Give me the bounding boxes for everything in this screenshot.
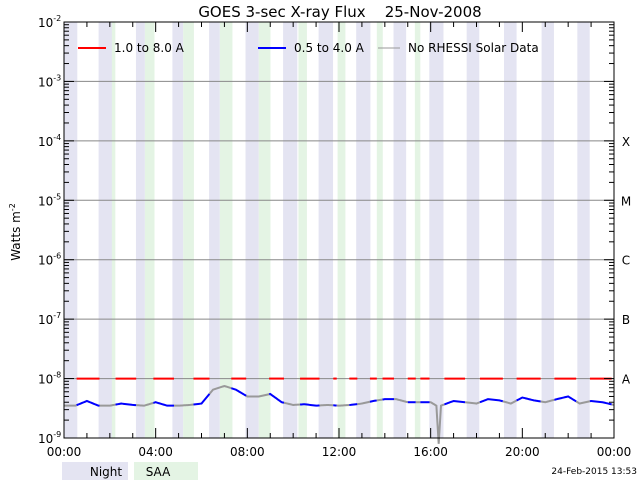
saa-band xyxy=(338,22,346,438)
generated-timestamp: 24-Feb-2015 13:53 xyxy=(551,467,637,477)
saa-band xyxy=(259,22,271,438)
y-tick-label: 10-4 xyxy=(38,133,61,149)
saa-band xyxy=(183,22,194,438)
night-band xyxy=(356,22,370,438)
night-legend-label: Night xyxy=(90,465,123,479)
flare-class-label: X xyxy=(622,135,630,149)
x-tick-label: 00:00 xyxy=(597,445,632,459)
y-tick-label: 10-5 xyxy=(38,192,61,208)
no-rhessi-segment xyxy=(174,405,193,406)
saa-band xyxy=(112,22,115,438)
series-line-0-5-to-4-0-A xyxy=(590,401,612,404)
flare-class-label: M xyxy=(621,194,631,208)
saa-band xyxy=(298,22,306,438)
legend: 1.0 to 8.0 A 0.5 to 4.0 A No RHESSI Sola… xyxy=(78,41,539,55)
chart-title: GOES 3-sec X-ray Flux 25-Nov-2008 xyxy=(198,3,481,21)
series-line-0-5-to-4-0-A xyxy=(231,388,246,396)
x-tick-label: 04:00 xyxy=(138,445,173,459)
y-tick-labels: 10-2 10-3 10-4 10-5 10-6 10-7 10-8 10-9 xyxy=(38,14,61,446)
night-band xyxy=(319,22,333,438)
series-line-0-5-to-4-0-A xyxy=(349,404,357,405)
y-tick-label: 10-8 xyxy=(38,371,61,387)
saa-band xyxy=(145,22,155,438)
night-band xyxy=(504,22,517,438)
x-tick-label: 00:00 xyxy=(47,445,82,459)
flare-class-labels: X M C B A xyxy=(621,135,631,387)
x-tick-label: 12:00 xyxy=(322,445,357,459)
series-line-0-5-to-4-0-A xyxy=(480,399,503,402)
night-band xyxy=(172,22,183,438)
night-band xyxy=(136,22,145,438)
flare-class-label: B xyxy=(622,313,630,327)
series-line-0-5-to-4-0-A xyxy=(444,401,465,404)
night-band xyxy=(209,22,220,438)
flare-class-label: C xyxy=(622,254,630,268)
saa-band xyxy=(220,22,233,438)
legend-label-no-rhessi: No RHESSI Solar Data xyxy=(408,41,539,55)
y-tick-label: 10-6 xyxy=(38,252,61,268)
legend-label-1-8A: 1.0 to 8.0 A xyxy=(114,41,185,55)
no-rhessi-segment xyxy=(377,400,383,401)
series-line-0-5-to-4-0-A xyxy=(193,394,209,405)
night-band xyxy=(429,22,443,438)
x-tick-label: 08:00 xyxy=(230,445,265,459)
no-rhessi-segment xyxy=(320,405,334,406)
night-band xyxy=(283,22,297,438)
series-line-0-5-to-4-0-A xyxy=(517,398,541,402)
night-band xyxy=(99,22,113,438)
legend-label-0-5-4A: 0.5 to 4.0 A xyxy=(294,41,365,55)
night-band xyxy=(577,22,589,438)
no-rhessi-segment xyxy=(100,405,116,406)
saa-band xyxy=(415,22,421,438)
series-line-0-5-to-4-0-A xyxy=(269,394,284,403)
series-line-0-5-to-4-0-A xyxy=(370,400,377,401)
no-rhessi-segment xyxy=(337,405,350,406)
no-rhessi-segment xyxy=(465,402,480,403)
night-band xyxy=(394,22,407,438)
y-tick-label: 10-2 xyxy=(38,14,61,30)
x-tick-label: 16:00 xyxy=(413,445,448,459)
y-tick-label: 10-3 xyxy=(38,73,61,89)
x-tick-labels: 00:00 04:00 08:00 12:00 16:00 20:00 00:00 xyxy=(47,445,632,459)
night-band xyxy=(542,22,554,438)
y-axis-label: Watts m-2 xyxy=(8,203,23,261)
orbit-bands xyxy=(64,22,590,438)
night-band xyxy=(467,22,480,438)
flare-class-label: A xyxy=(622,373,631,387)
x-tick-label: 20:00 xyxy=(505,445,540,459)
y-tick-label: 10-7 xyxy=(38,311,61,327)
series-line-0-5-to-4-0-A xyxy=(77,401,100,406)
y-tick-label: 10-9 xyxy=(38,430,61,446)
series-line-0-5-to-4-0-A xyxy=(116,404,137,406)
series-line-0-5-to-4-0-A xyxy=(153,402,174,405)
series-line-0-5-to-4-0-A xyxy=(554,396,576,401)
saa-band xyxy=(377,22,383,438)
night-band xyxy=(246,22,259,438)
saa-legend-label: SAA xyxy=(146,465,171,479)
band-legend: Night SAA xyxy=(62,462,198,480)
